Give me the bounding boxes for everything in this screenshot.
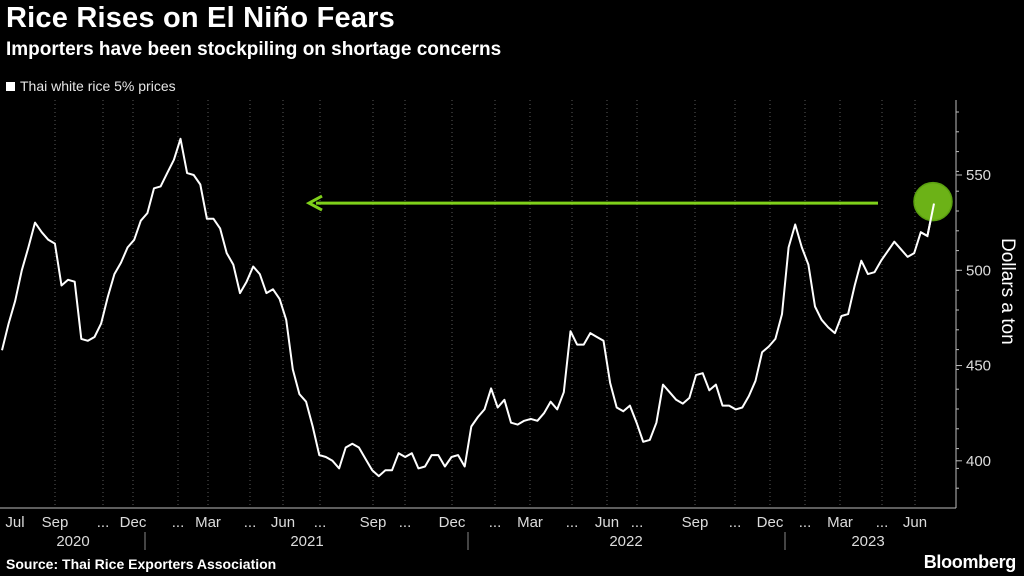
x-tick-label: ... — [489, 514, 502, 531]
x-tick-label: ... — [172, 514, 185, 531]
chart-subtitle: Importers have been stockpiling on short… — [6, 39, 502, 60]
y-tick-label: 400 — [966, 453, 991, 470]
price-series-line — [1, 137, 935, 478]
year-label: 2023 — [851, 533, 884, 550]
x-tick-label: Mar — [827, 514, 853, 531]
x-tick-label: Mar — [517, 514, 543, 531]
latest-point-highlight — [913, 181, 953, 222]
x-tick-label: ... — [244, 514, 257, 531]
y-axis-title: Dollars a ton — [997, 238, 1018, 345]
x-tick-label: Sep — [42, 514, 69, 531]
bloomberg-logo: Bloomberg — [923, 552, 1017, 572]
x-tick-label: ... — [729, 514, 742, 531]
y-tick-label: 500 — [966, 262, 991, 279]
x-tick-label: ... — [566, 514, 579, 531]
chart-title: Rice Rises on El Niño Fears — [6, 2, 395, 34]
y-tick-label: 450 — [966, 358, 991, 375]
x-tick-label: Dec — [757, 514, 784, 531]
year-label: 2021 — [290, 533, 323, 550]
x-tick-label: Dec — [439, 514, 466, 531]
x-tick-label: ... — [314, 514, 327, 531]
x-tick-label: Mar — [195, 514, 221, 531]
x-tick-label: Jun — [595, 514, 619, 531]
latest-segment — [920, 203, 935, 238]
source-note: Source: Thai Rice Exporters Association — [6, 556, 277, 572]
legend: Thai white rice 5% prices — [6, 78, 176, 94]
x-tick-label: ... — [631, 514, 644, 531]
x-tick-label: Sep — [360, 514, 387, 531]
year-label: 2022 — [609, 533, 642, 550]
x-tick-label: Jun — [903, 514, 927, 531]
x-tick-label: Jun — [271, 514, 295, 531]
annotation-arrowhead — [305, 194, 323, 212]
x-tick-label: Sep — [682, 514, 709, 531]
y-tick-label: 550 — [966, 167, 991, 184]
x-tick-label: ... — [399, 514, 412, 531]
x-tick-label: ... — [97, 514, 110, 531]
x-tick-label: Jul — [5, 514, 24, 531]
x-tick-label: Dec — [120, 514, 147, 531]
legend-label: Thai white rice 5% prices — [20, 78, 176, 94]
x-tick-label: ... — [799, 514, 812, 531]
legend-swatch — [6, 81, 15, 91]
x-tick-label: ... — [876, 514, 889, 531]
year-label: 2020 — [56, 533, 89, 550]
